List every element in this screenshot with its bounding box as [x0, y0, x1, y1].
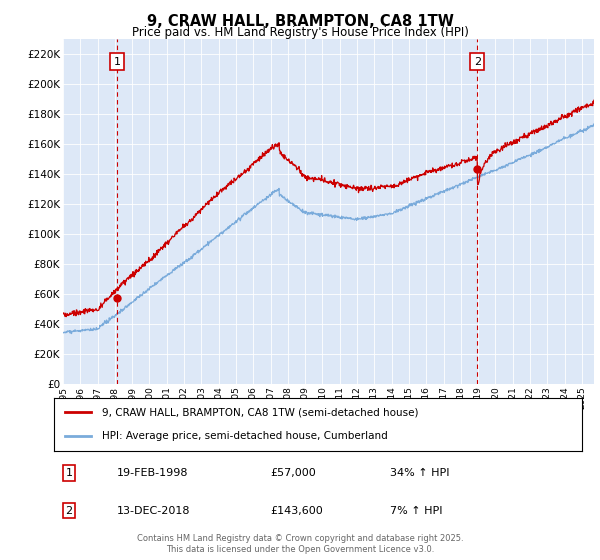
Text: HPI: Average price, semi-detached house, Cumberland: HPI: Average price, semi-detached house,…	[101, 431, 387, 441]
Text: 7% ↑ HPI: 7% ↑ HPI	[390, 506, 443, 516]
Text: £57,000: £57,000	[270, 468, 316, 478]
Text: 9, CRAW HALL, BRAMPTON, CA8 1TW (semi-detached house): 9, CRAW HALL, BRAMPTON, CA8 1TW (semi-de…	[101, 408, 418, 418]
Text: 1: 1	[65, 468, 73, 478]
Text: 34% ↑ HPI: 34% ↑ HPI	[390, 468, 449, 478]
Text: 13-DEC-2018: 13-DEC-2018	[117, 506, 191, 516]
Text: 1: 1	[113, 57, 121, 67]
Text: 2: 2	[65, 506, 73, 516]
Text: 19-FEB-1998: 19-FEB-1998	[117, 468, 188, 478]
Text: Price paid vs. HM Land Registry's House Price Index (HPI): Price paid vs. HM Land Registry's House …	[131, 26, 469, 39]
Text: 9, CRAW HALL, BRAMPTON, CA8 1TW: 9, CRAW HALL, BRAMPTON, CA8 1TW	[146, 14, 454, 29]
Text: £143,600: £143,600	[270, 506, 323, 516]
Text: 2: 2	[473, 57, 481, 67]
Text: Contains HM Land Registry data © Crown copyright and database right 2025.
This d: Contains HM Land Registry data © Crown c…	[137, 534, 463, 554]
